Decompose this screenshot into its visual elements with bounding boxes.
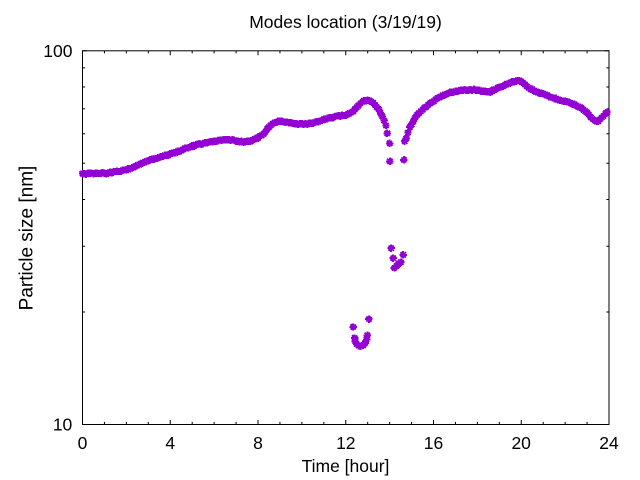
svg-text:16: 16 — [424, 433, 443, 453]
svg-text:Modes location (3/19/19): Modes location (3/19/19) — [249, 12, 442, 32]
svg-text:8: 8 — [253, 433, 263, 453]
svg-text:0: 0 — [78, 433, 88, 453]
svg-text:4: 4 — [165, 433, 175, 453]
svg-text:24: 24 — [599, 433, 619, 453]
svg-text:Time [hour]: Time [hour] — [302, 456, 390, 476]
svg-text:Particle size [nm]: Particle size [nm] — [17, 166, 38, 311]
svg-text:100: 100 — [43, 41, 72, 61]
svg-text:20: 20 — [511, 433, 531, 453]
svg-text:10: 10 — [53, 414, 73, 434]
svg-text:12: 12 — [336, 433, 355, 453]
